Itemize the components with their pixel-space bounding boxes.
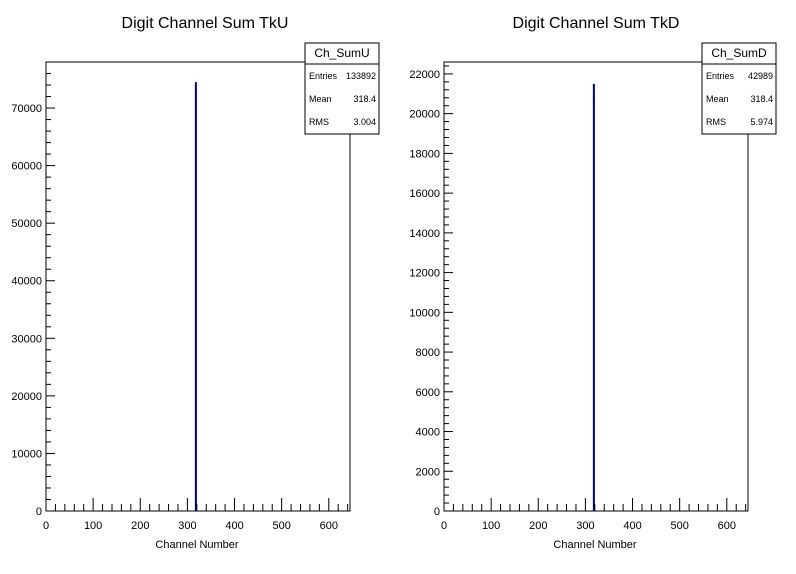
y-tick-label: 18000 <box>409 148 440 160</box>
y-tick-label: 10000 <box>409 307 440 319</box>
stats-row-value: 5.974 <box>750 117 773 127</box>
x-axis: 0 100 200 300 400 500 600 <box>441 498 747 532</box>
y-tick-label: 4000 <box>416 427 440 439</box>
histogram-pad-tkd: Digit Channel Sum TkD 0 100 200 300 400 500 60… <box>409 15 777 551</box>
stats-row-value: 42989 <box>748 71 773 81</box>
y-tick-label: 16000 <box>409 188 440 200</box>
x-tick-label: 100 <box>482 520 500 532</box>
y-tick-label: 70000 <box>11 103 42 115</box>
y-tick-label: 14000 <box>409 228 440 240</box>
y-tick-label: 40000 <box>11 276 42 288</box>
y-tick-label: 2000 <box>416 466 440 478</box>
stats-row-label: Entries <box>706 71 735 81</box>
x-tick-label: 500 <box>272 520 290 532</box>
x-tick-label: 500 <box>670 520 688 532</box>
stats-row-label: Mean <box>706 94 729 104</box>
y-axis: 0 2000 4000 6000 8000 10000 12000 14000 16000 180… <box>409 65 453 518</box>
stats-row-label: Entries <box>309 71 338 81</box>
histogram-bar <box>194 82 197 512</box>
stats-row-label: RMS <box>706 117 726 127</box>
stats-box-frame <box>701 42 777 135</box>
stats-box: Ch_SumU Entries 133892 Mean 318.4 RMS 3.004 <box>304 42 380 135</box>
stats-row-value: 3.004 <box>353 117 376 127</box>
plot-area: 0 100 200 300 400 500 600 0 10000 20000 30000 40000… <box>11 61 351 532</box>
x-tick-label: 0 <box>43 520 49 532</box>
stats-row-value: 133892 <box>346 71 376 81</box>
x-axis-label: Channel Number <box>155 539 238 551</box>
x-tick-label: 600 <box>320 520 338 532</box>
stats-row-value: 318.4 <box>750 94 773 104</box>
y-tick-label: 22000 <box>409 69 440 81</box>
y-tick-label: 0 <box>36 506 42 518</box>
stats-row-label: Mean <box>309 94 332 104</box>
y-tick-label: 6000 <box>416 387 440 399</box>
y-tick-label: 10000 <box>11 448 42 460</box>
y-tick-label: 8000 <box>416 347 440 359</box>
stats-name: Ch_SumU <box>314 46 369 60</box>
x-tick-label: 600 <box>718 520 736 532</box>
x-tick-label: 400 <box>623 520 641 532</box>
x-tick-label: 300 <box>576 520 594 532</box>
stats-row-label: RMS <box>309 117 329 127</box>
x-tick-label: 300 <box>178 520 196 532</box>
x-tick-label: 100 <box>84 520 102 532</box>
y-tick-label: 20000 <box>409 109 440 121</box>
stats-box: Ch_SumD Entries 42989 Mean 318.4 RMS 5.974 <box>701 42 777 135</box>
y-tick-label: 0 <box>434 506 440 518</box>
plot-area: 0 100 200 300 400 500 600020004000600080001000… <box>409 61 749 532</box>
plot-frame <box>45 61 351 512</box>
y-tick-label: 30000 <box>11 333 42 345</box>
y-axis: 0 10000 20000 30000 40000 50000 60000 70000 <box>11 61 55 518</box>
y-tick-label: 20000 <box>11 391 42 403</box>
x-tick-label: 200 <box>529 520 547 532</box>
y-tick-label: 12000 <box>409 268 440 280</box>
histogram-bar <box>592 83 595 512</box>
x-tick-label: 0 <box>441 520 447 532</box>
x-axis-label: Channel Number <box>553 539 636 551</box>
stats-row-value: 318.4 <box>353 94 376 104</box>
x-tick-label: 400 <box>225 520 243 532</box>
chart-title: Digit Channel Sum TkD <box>513 15 680 32</box>
y-tick-label: 60000 <box>11 161 42 173</box>
histogram-pad-tku: Digit Channel Sum TkU 0 100 200 300 400 500 60… <box>11 15 380 551</box>
y-tick-label: 50000 <box>11 218 42 230</box>
x-tick-label: 200 <box>131 520 149 532</box>
x-axis: 0 100 200 300 400 500 600 <box>43 498 349 532</box>
plot-frame <box>443 61 749 512</box>
chart-title: Digit Channel Sum TkU <box>122 15 289 32</box>
stats-box-frame <box>304 42 380 135</box>
stats-name: Ch_SumD <box>711 46 767 60</box>
